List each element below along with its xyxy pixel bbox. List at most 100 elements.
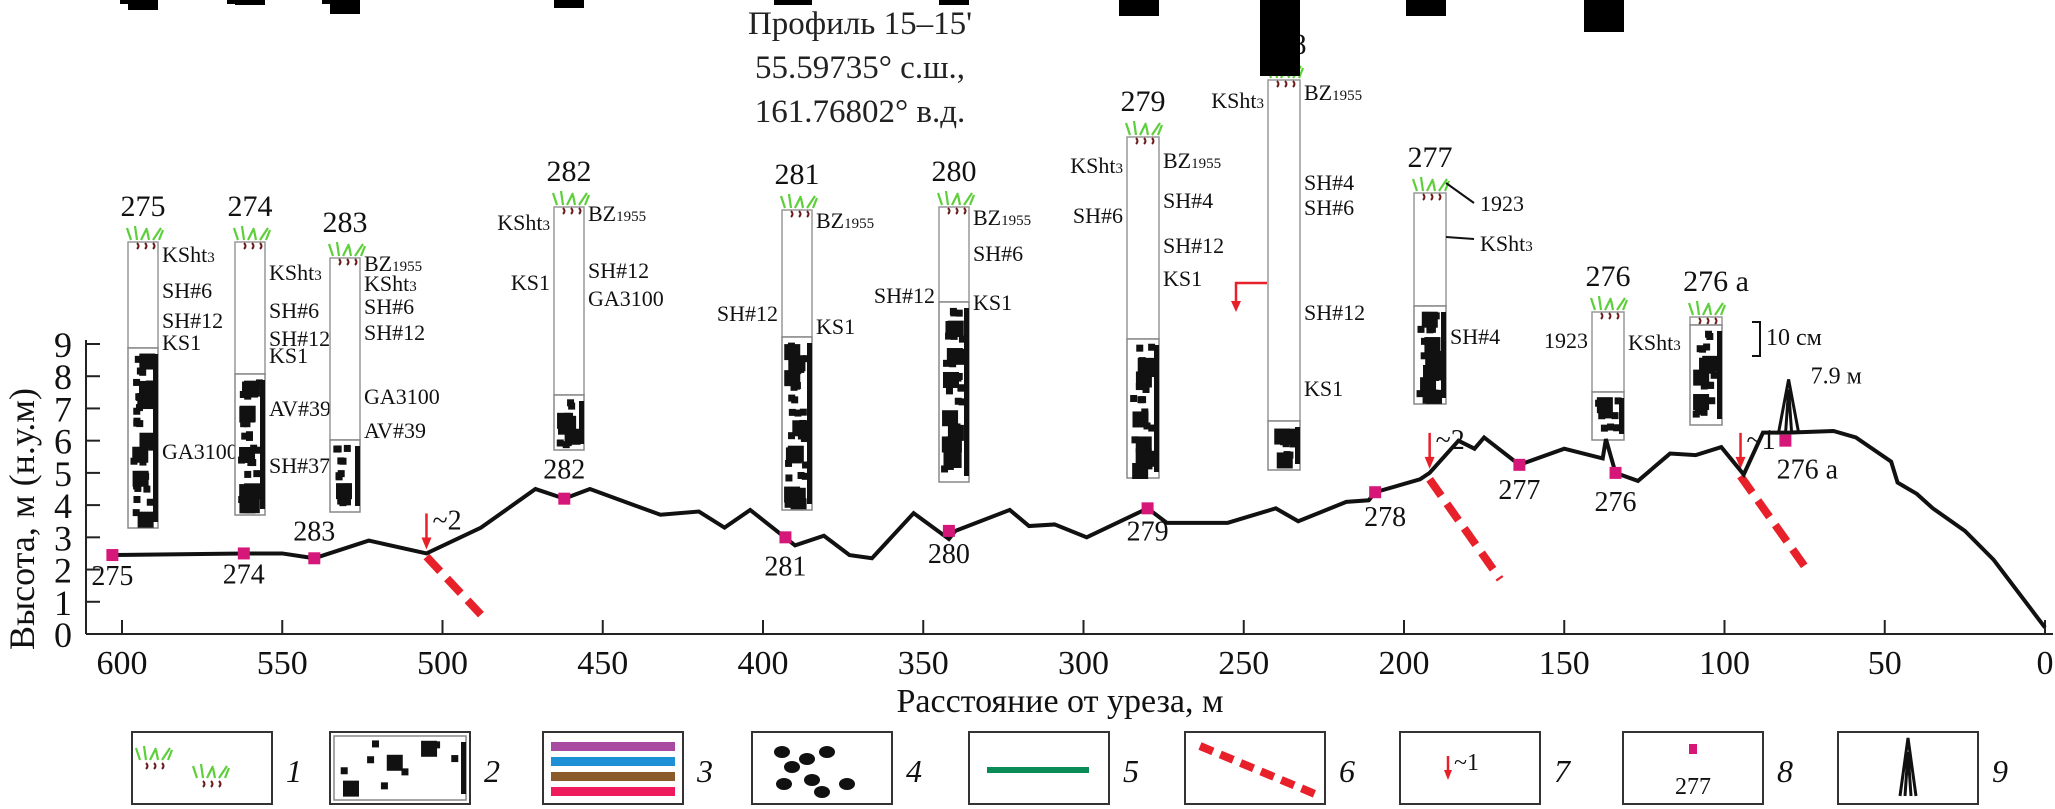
gravel-clast (955, 309, 963, 317)
marker-subscript: 3 (1257, 96, 1265, 112)
marker-label: SH#12 (269, 326, 330, 351)
gravel-clast (245, 433, 253, 441)
grass-icon (779, 193, 819, 209)
gravel-clast (239, 405, 256, 422)
legend-number: 7 (1554, 753, 1572, 789)
x-tick-label: 100 (1699, 645, 1750, 682)
column-label: 281 (775, 158, 820, 191)
marker-label: KSht3 (1211, 88, 1264, 113)
gravel-clast (1143, 422, 1151, 430)
roots-icon (562, 207, 582, 215)
marker-label: SH#4 (1163, 188, 1213, 213)
gravel-edge (1154, 345, 1159, 472)
gravel-clast (238, 456, 246, 464)
gravel-clast (339, 499, 347, 507)
gravel-clast (401, 768, 409, 776)
column-label: 279 (1121, 85, 1166, 118)
marker-label: SH#12 (1304, 300, 1365, 325)
fault-line (423, 553, 484, 618)
gravel-clast (137, 511, 154, 528)
marker-subscript: 3 (1673, 338, 1681, 354)
marker-label: SH#6 (269, 298, 319, 323)
gravel-clast (1136, 344, 1144, 352)
grass-icon (551, 190, 591, 206)
gravel-clast (1596, 397, 1613, 414)
stratigraphic-column: 281 BZ1955 SH#12 KS1 (717, 0, 874, 511)
gravel-clast (556, 439, 564, 447)
stratigraphic-column: 279 BZ1955 KSht3 SH#4 SH#6 SH#12 KS1 (1070, 0, 1224, 479)
gravel-edge (260, 380, 265, 509)
x-tick-label: 200 (1379, 645, 1430, 682)
gravel-clast (241, 432, 249, 440)
y-tick-label: 0 (54, 615, 72, 655)
legend-item-8: 8 277 (1622, 731, 1793, 805)
gravel-clast (788, 394, 796, 402)
marker-label: SH#12 (874, 283, 935, 308)
roots-icon (136, 242, 156, 250)
gravel-edge (1441, 312, 1446, 398)
gravel-clast (950, 332, 958, 340)
y-tick-label: 7 (54, 389, 72, 429)
gravel-clast (135, 404, 143, 412)
gravel-clast (133, 495, 141, 503)
marker-label: BZ1955 (1163, 148, 1221, 173)
marker-label: AV#39 (269, 396, 331, 421)
x-tick-label: 350 (898, 645, 949, 682)
gravel-clast (1613, 424, 1621, 432)
grass-icon (232, 225, 272, 241)
gravel-clast (567, 399, 575, 407)
gravel-clast (1148, 424, 1156, 432)
gravel-clast (336, 483, 353, 500)
stratigraphic-column: 276 а (1683, 265, 1749, 426)
gravel-clast (1710, 371, 1718, 379)
column-body (938, 206, 970, 303)
gravel-clast (958, 335, 966, 343)
gravel-clast (139, 458, 147, 466)
gravel-clast (340, 767, 348, 775)
marker-label: KS1 (511, 270, 550, 295)
site-label: 280 (928, 539, 970, 570)
gravel-clast (792, 420, 809, 437)
fault-arrow-head (1424, 456, 1435, 469)
legend-number: 9 (1992, 753, 2008, 789)
gravel-clast (145, 380, 153, 388)
gravel-clast (343, 444, 351, 452)
marker-label: BZ1955 (816, 208, 874, 233)
marker-label: KS1 (816, 314, 855, 339)
gravel-clast (785, 447, 802, 464)
column-body (329, 257, 361, 441)
gravel-clast (1693, 394, 1710, 411)
gravel-clast (1135, 383, 1143, 391)
gravel-clast (243, 420, 251, 428)
gravel-clast (136, 420, 144, 428)
legend-number: 5 (1123, 753, 1139, 789)
gravel-clast (1600, 424, 1608, 432)
grass-icon (1589, 295, 1629, 311)
gravel-clast (946, 462, 954, 470)
pebble (814, 786, 830, 798)
site-label: 276 (1595, 487, 1637, 518)
y-tick-label: 2 (54, 551, 72, 591)
gravel-clast (1416, 390, 1424, 398)
gravel-clast (372, 740, 380, 748)
legend-number: 4 (906, 753, 922, 789)
x-tick-label: 300 (1058, 645, 1109, 682)
gravel-clast (794, 409, 802, 417)
legend-item-5: 5 (968, 731, 1139, 805)
legend-item-9: 9 (1837, 731, 2008, 805)
gravel-clast (1145, 462, 1153, 470)
gravel-clast (132, 509, 140, 517)
roots-icon (202, 780, 222, 788)
pebble (799, 753, 815, 765)
gravel-clast (386, 754, 403, 771)
gravel-clast (558, 427, 566, 435)
gravel-clast (785, 474, 793, 482)
marker-label: GA3100 (588, 286, 664, 311)
site-marker (779, 531, 792, 544)
gravel-clast (1417, 325, 1425, 333)
fault-indicator-arrow (1234, 281, 1267, 305)
roots-icon (790, 210, 810, 218)
legend-swatch (551, 742, 675, 751)
gravel-clast (141, 433, 149, 441)
